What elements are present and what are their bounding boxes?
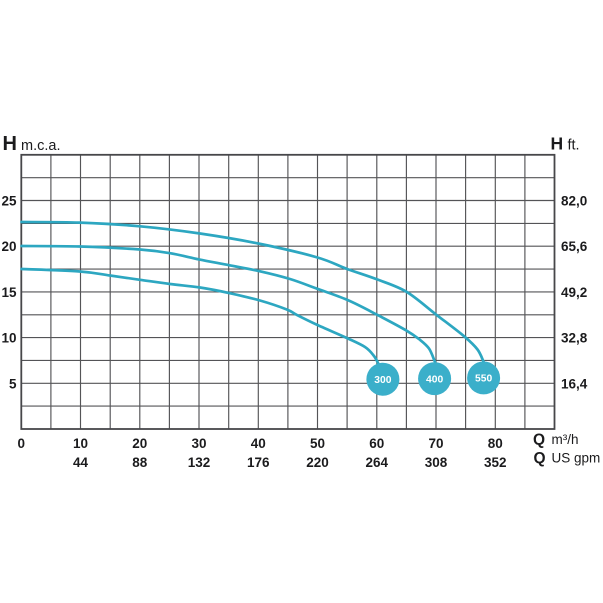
svg-text:44: 44 (73, 455, 89, 470)
svg-text:49,2: 49,2 (561, 285, 587, 300)
svg-text:20: 20 (132, 436, 147, 451)
svg-text:US gpm: US gpm (552, 451, 601, 466)
svg-text:0: 0 (18, 436, 26, 451)
svg-text:176: 176 (247, 455, 270, 470)
svg-text:400: 400 (426, 374, 443, 385)
svg-text:10: 10 (73, 436, 88, 451)
svg-text:80: 80 (488, 436, 503, 451)
svg-text:25: 25 (1, 194, 17, 209)
svg-text:Q: Q (534, 450, 546, 467)
svg-text:16,4: 16,4 (561, 376, 588, 391)
svg-text:20: 20 (1, 239, 16, 254)
svg-text:5: 5 (9, 376, 17, 391)
svg-text:82,0: 82,0 (561, 194, 587, 209)
svg-text:220: 220 (306, 455, 329, 470)
svg-text:70: 70 (428, 436, 443, 451)
svg-text:300: 300 (374, 375, 391, 386)
svg-text:308: 308 (425, 455, 448, 470)
svg-text:m³/h: m³/h (552, 432, 579, 447)
svg-text:H: H (3, 133, 17, 155)
svg-text:60: 60 (369, 436, 384, 451)
svg-text:H: H (551, 134, 564, 154)
svg-text:Q: Q (533, 432, 545, 449)
svg-text:ft.: ft. (568, 138, 580, 154)
svg-text:m.c.a.: m.c.a. (21, 138, 60, 154)
svg-text:352: 352 (484, 455, 507, 470)
svg-text:132: 132 (188, 455, 211, 470)
svg-text:550: 550 (475, 374, 492, 385)
svg-text:88: 88 (132, 455, 148, 470)
svg-text:15: 15 (1, 285, 17, 300)
svg-text:65,6: 65,6 (561, 239, 588, 254)
svg-text:264: 264 (366, 455, 389, 470)
svg-text:50: 50 (310, 436, 325, 451)
svg-text:10: 10 (1, 331, 16, 346)
svg-text:30: 30 (191, 436, 206, 451)
svg-text:40: 40 (251, 436, 266, 451)
svg-text:32,8: 32,8 (561, 331, 588, 346)
